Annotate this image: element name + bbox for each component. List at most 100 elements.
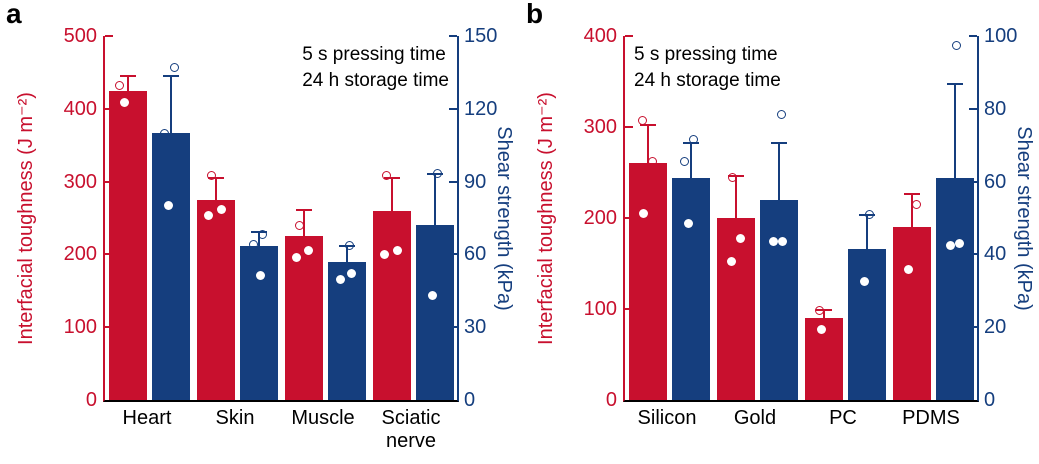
- panel-b-left-axis-title-wrap: Interfacial toughness (J m⁻²): [528, 36, 562, 400]
- data-point-open: [258, 230, 267, 240]
- error-bar: [169, 74, 172, 134]
- data-point-filled: [380, 249, 389, 259]
- error-bar-cap: [119, 74, 136, 77]
- right-axis-tick-mark: [969, 35, 977, 37]
- data-point-filled: [904, 265, 913, 275]
- left-axis-tick-label: 400: [63, 97, 97, 120]
- left-axis-tick-label: 100: [63, 316, 97, 339]
- right-axis-tick-label: 60: [464, 243, 487, 266]
- category-label-skin: Skin: [215, 407, 255, 429]
- annotation-line-1: 5 s pressing time: [634, 44, 778, 65]
- tick-labels-left: 0 100 200 300 400 500: [49, 25, 97, 411]
- data-point-open: [815, 306, 824, 316]
- data-point-open: [345, 241, 354, 251]
- right-axis-tick-label: 30: [464, 316, 487, 339]
- data-point-filled: [204, 211, 213, 221]
- bar-silicon-interfacial-toughness: [628, 163, 667, 400]
- bar-muscle-shear-strength: [327, 261, 366, 400]
- bar-heart-shear-strength: [151, 133, 190, 400]
- error-bar: [865, 214, 868, 249]
- category-label-muscle: Muscle: [291, 407, 355, 429]
- panel-a-label: a: [6, 0, 22, 29]
- category-label-pc: PC: [829, 407, 857, 429]
- panel-b-right-axis-title: Shear strength (kPa): [1012, 125, 1035, 311]
- panel-a-left-axis-title: Interfacial toughness (J m⁻²): [14, 91, 37, 345]
- data-point-open: [295, 220, 304, 230]
- category-label-silicon: Silicon: [637, 407, 697, 429]
- right-axis-tick-label: 100: [984, 25, 1018, 47]
- right-axis-tick-label: 0: [464, 389, 476, 411]
- left-axis-tick-label: 200: [583, 207, 617, 229]
- left-axis-tick-mark: [625, 126, 633, 128]
- data-point-filled: [164, 201, 173, 211]
- left-axis-tick-label: 0: [85, 389, 97, 411]
- panel-a-left-axis-title-wrap: Interfacial toughness (J m⁻²): [8, 36, 42, 400]
- data-point-open: [207, 171, 216, 181]
- left-axis-tick-label: 500: [63, 25, 97, 47]
- data-point-open: [249, 240, 258, 250]
- error-bar: [257, 231, 260, 246]
- data-point-filled: [336, 275, 345, 285]
- panel-b-left-axis-title: Interfacial toughness (J m⁻²): [534, 91, 557, 345]
- data-point-open: [952, 40, 961, 50]
- error-bar: [433, 173, 436, 226]
- tick-labels-right: 0 30 60 90 120 150: [464, 25, 512, 411]
- data-point-open: [912, 199, 921, 209]
- panel-b: b Interfacial toughness (J m⁻²) 0 100 200 3…: [520, 0, 1039, 464]
- category-label-sciatic-nerve: Sciatic nerve: [381, 407, 441, 452]
- data-point-open: [160, 128, 169, 138]
- left-axis-tick-mark: [105, 35, 113, 37]
- data-point-open: [638, 116, 647, 126]
- bar-sciatic-nerve-interfacial-toughness: [372, 210, 411, 400]
- data-point-filled: [955, 238, 964, 248]
- panel-b-right-axis-title-wrap: Shear strength (kPa): [1006, 36, 1039, 400]
- left-axis-tick-label: 200: [63, 243, 97, 266]
- right-axis-tick-mark: [449, 35, 457, 37]
- error-bar: [822, 309, 825, 319]
- right-axis-tick-mark: [449, 180, 457, 183]
- bar-skin-interfacial-toughness: [196, 199, 235, 400]
- left-axis-tick-label: 300: [63, 170, 97, 193]
- bar-pdms-interfacial-toughness: [892, 227, 931, 400]
- data-point-filled: [639, 208, 648, 218]
- panel-a: a Interfacial toughness (J m⁻²) 0 100 200 3…: [0, 0, 519, 464]
- category-label-heart: Heart: [122, 407, 172, 429]
- bar-pc-shear-strength: [847, 248, 886, 400]
- left-axis-tick-label: 100: [583, 298, 617, 320]
- data-point-open: [728, 172, 737, 182]
- data-point-open: [170, 63, 179, 73]
- tick-labels-right: 0 20 40 60 80 100: [984, 25, 1032, 411]
- error-bar-cap: [295, 209, 312, 212]
- data-point-filled: [946, 240, 955, 250]
- right-axis-tick-label: 80: [984, 97, 1007, 120]
- data-point-filled: [727, 257, 736, 267]
- left-axis-tick-label: 0: [605, 389, 617, 411]
- data-point-open: [777, 109, 786, 119]
- left-axis-tick-mark: [625, 35, 633, 37]
- error-bar: [214, 176, 217, 200]
- plot-area: [623, 35, 979, 402]
- error-bar-cap: [770, 141, 787, 144]
- error-bar-cap: [162, 74, 179, 77]
- error-bar: [953, 83, 956, 178]
- annotation-line-2: 24 h storage time: [634, 70, 781, 91]
- error-bar: [646, 124, 649, 164]
- right-axis-tick-label: 120: [464, 97, 498, 120]
- x-axis-labels: Silicon Gold PC PDMS: [623, 407, 975, 459]
- error-bar-cap: [946, 83, 963, 86]
- category-label-gold: Gold: [733, 407, 777, 429]
- data-point-filled: [769, 237, 778, 247]
- x-axis-labels: Heart Skin Muscle Sciatic nerve: [103, 407, 455, 459]
- data-point-open: [689, 135, 698, 145]
- data-point-open: [865, 209, 874, 219]
- error-bar-cap: [383, 176, 400, 179]
- right-axis-tick-label: 60: [984, 170, 1007, 193]
- tick-labels-left: 0 100 200 300 400: [569, 25, 617, 411]
- data-point-open: [115, 81, 124, 90]
- data-point-filled: [292, 252, 301, 262]
- bar-skin-shear-strength: [239, 245, 278, 400]
- data-point-filled: [217, 204, 226, 214]
- right-axis-tick-label: 90: [464, 170, 487, 193]
- data-point-filled: [393, 246, 402, 256]
- error-bar: [777, 141, 780, 200]
